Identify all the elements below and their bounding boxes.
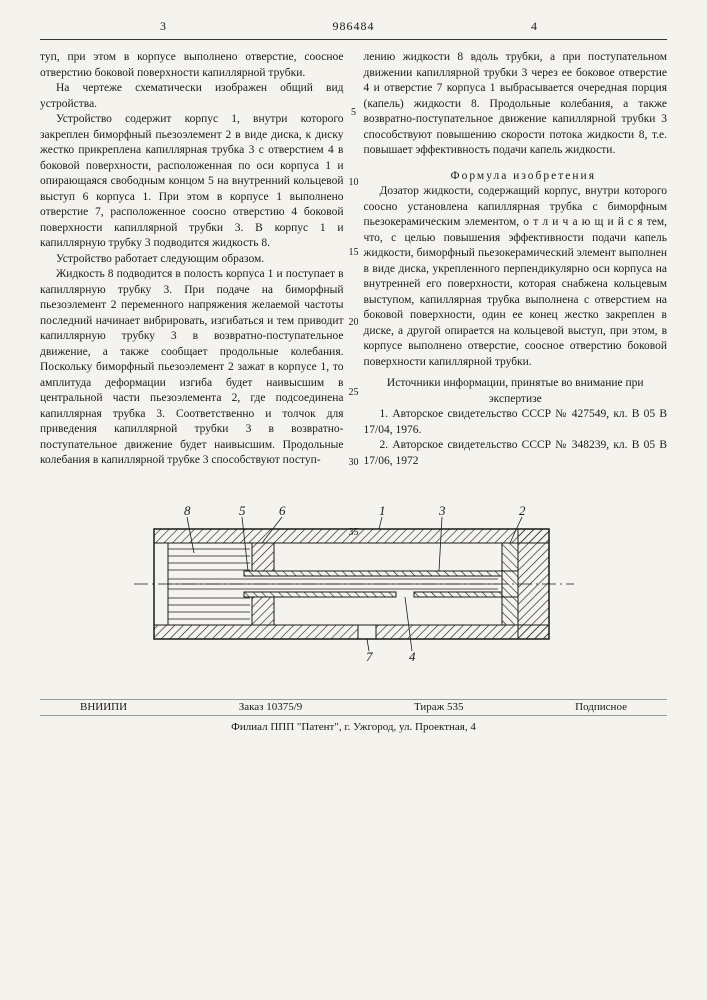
svg-text:2: 2 (519, 503, 526, 518)
svg-text:5: 5 (239, 503, 246, 518)
paragraph: На чертеже схематически изображен общий … (40, 81, 344, 112)
svg-text:3: 3 (438, 503, 446, 518)
line-number: 5 (344, 106, 364, 120)
svg-text:1: 1 (379, 503, 386, 518)
svg-text:8: 8 (184, 503, 191, 518)
page-header: 3 986484 4 (40, 18, 667, 40)
document-number: 986484 (333, 18, 375, 34)
technical-diagram: 8 5 6 1 3 2 7 4 (40, 489, 667, 669)
diagram-svg: 8 5 6 1 3 2 7 4 (124, 489, 584, 669)
text-columns: туп, при этом в корпусе выполнено отверс… (40, 50, 667, 469)
page-footer: ВНИИПИ Заказ 10375/9 Тираж 535 Подписное… (40, 699, 667, 735)
line-number: 25 (344, 386, 364, 400)
paragraph: Устройство работает следующим образом. (40, 252, 344, 268)
footer-affiliate: Филиал ППП "Патент", г. Ужгород, ул. Про… (40, 720, 667, 735)
line-number: 15 (344, 246, 364, 260)
left-column: туп, при этом в корпусе выполнено отверс… (40, 50, 344, 469)
line-number: 35 (344, 526, 364, 540)
paragraph: туп, при этом в корпусе выполнено отверс… (40, 50, 344, 81)
claims-paragraph: Дозатор жидкости, содержащий корпус, вну… (364, 184, 668, 370)
svg-text:6: 6 (279, 503, 286, 518)
page-number-right: 4 (531, 18, 537, 34)
right-column: лению жидкости 8 вдоль трубки, а при пос… (364, 50, 668, 469)
claims-title: Формула изобретения (364, 169, 668, 185)
footer-sub: Подписное (575, 700, 627, 715)
paragraph: Устройство содержит корпус 1, внутри кот… (40, 112, 344, 252)
footer-order: Заказ 10375/9 (239, 700, 303, 715)
svg-text:7: 7 (366, 649, 373, 664)
line-number: 10 (344, 176, 364, 190)
page-number-left: 3 (160, 18, 166, 34)
footer-org: ВНИИПИ (80, 700, 127, 715)
source-ref: 2. Авторское свидетельство СССР № 348239… (364, 438, 668, 469)
paragraph: лению жидкости 8 вдоль трубки, а при пос… (364, 50, 668, 159)
paragraph: Жидкость 8 подводится в полость корпуса … (40, 267, 344, 469)
line-number: 20 (344, 316, 364, 330)
footer-tirazh: Тираж 535 (414, 700, 464, 715)
line-number: 30 (344, 456, 364, 470)
svg-text:4: 4 (409, 649, 416, 664)
source-ref: 1. Авторское свидетельство СССР № 427549… (364, 407, 668, 438)
footer-meta: ВНИИПИ Заказ 10375/9 Тираж 535 Подписное (40, 699, 667, 716)
sources-title: Источники информации, принятые во вниман… (364, 376, 668, 407)
